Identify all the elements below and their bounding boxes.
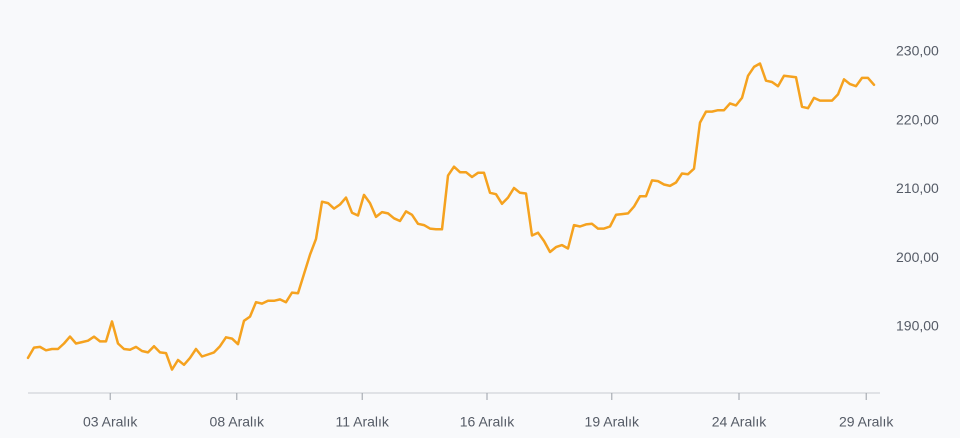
y-tick-label: 200,00: [896, 249, 939, 265]
x-tick-label: 19 Aralık: [585, 414, 640, 430]
y-tick-label: 190,00: [896, 318, 939, 334]
x-tick-label: 11 Aralık: [335, 414, 389, 430]
y-tick-label: 220,00: [896, 111, 939, 127]
y-tick-label: 230,00: [896, 42, 939, 58]
x-tick-label: 03 Aralık: [83, 414, 138, 430]
x-tick-label: 29 Aralık: [839, 414, 894, 430]
y-tick-label: 210,00: [896, 180, 939, 196]
x-tick-label: 16 Aralık: [460, 414, 515, 430]
x-tick-label: 24 Aralık: [712, 414, 767, 430]
x-tick-label: 08 Aralık: [210, 414, 265, 430]
price-line: [26, 62, 876, 371]
